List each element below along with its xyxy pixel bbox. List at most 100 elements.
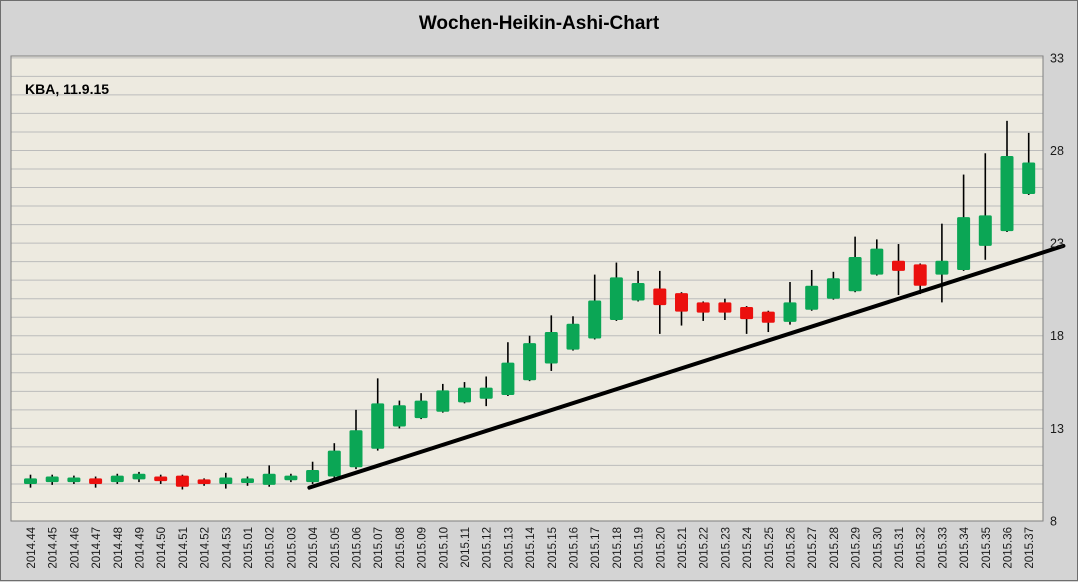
x-tick-label: 2015.05 [330,527,342,569]
ticker-annotation: KBA, 11.9.15 [25,81,110,97]
candle-body-down [89,478,103,484]
candle-2015.34 [957,174,971,271]
candle-2014.45 [45,474,59,485]
x-tick-label: 2015.25 [764,527,776,569]
candle-body-up [262,473,276,485]
candle-2015.23 [718,298,732,320]
candle-2015.03 [284,473,298,483]
x-tick-label: 2015.30 [872,527,884,569]
x-tick-label: 2015.34 [959,526,971,568]
candle-2014.47 [89,476,103,488]
candle-2015.04 [306,461,320,484]
y-tick-label: 18 [1050,329,1064,343]
candle-body-down [653,288,667,306]
candle-body-up [783,302,797,322]
candle-2015.22 [696,301,710,321]
candle-body-up [414,400,428,419]
support-trendline [307,243,1066,490]
candle-body-up [957,217,971,270]
candle-2015.19 [631,270,645,302]
x-tick-label: 2015.07 [373,527,385,569]
candle-body-down [761,311,775,323]
candle-2014.52 [197,478,211,486]
y-tick-label: 13 [1050,422,1064,436]
candle-body-down [675,293,688,312]
candle-2015.33 [935,223,949,303]
x-tick-label: 2014.46 [69,527,81,569]
candle-body-up [523,343,537,381]
candle-2015.08 [392,400,406,429]
y-tick-label: 28 [1050,144,1064,158]
candle-body-up [501,362,515,396]
x-tick-label: 2015.29 [851,527,863,569]
candle-2015.15 [544,315,558,371]
x-tick-label: 2015.21 [677,527,689,569]
candle-body-up [241,478,254,484]
candle-body-up [805,285,819,310]
candle-2015.29 [848,236,862,293]
x-tick-label: 2015.18 [612,527,624,569]
candle-body-down [892,260,905,271]
candle-body-up [870,248,884,275]
x-tick-label: 2015.02 [265,527,277,569]
candle-body-up [1022,162,1036,195]
x-tick-label: 2015.19 [634,527,646,569]
x-tick-label: 2015.17 [590,527,602,569]
x-tick-label: 2014.47 [91,527,103,569]
candle-2015.20 [653,270,667,334]
x-tick-label: 2015.06 [352,527,364,569]
candles-group [24,120,1036,490]
candle-body-up [284,475,298,481]
x-tick-label: 2015.12 [482,527,494,569]
candle-body-up [392,405,406,427]
x-tick-label: 2015.14 [525,526,537,568]
candle-2014.53 [219,472,233,489]
x-tick-label: 2015.23 [720,527,732,569]
candle-2014.50 [154,474,168,484]
candle-body-down [696,302,710,313]
x-tick-label: 2015.36 [1003,527,1015,569]
candle-2014.49 [132,471,146,483]
x-tick-label: 2015.03 [286,527,298,569]
x-tick-label: 2015.01 [243,527,255,569]
candle-2015.13 [501,342,515,396]
x-tick-label: 2014.49 [135,527,147,569]
candle-body-down [197,479,211,484]
plot-area [11,56,1043,521]
y-tick-label: 33 [1050,51,1064,65]
x-tick-label: 2015.11 [460,527,472,568]
candle-2015.25 [761,310,775,333]
candle-body-up [306,470,320,483]
x-tick-label: 2015.28 [829,527,841,569]
x-tick-label: 2015.15 [547,527,559,569]
x-tick-label: 2014.44 [26,526,38,568]
candle-2015.14 [523,335,537,382]
candle-2015.01 [241,476,254,486]
candle-body-up [349,430,363,468]
candle-2015.36 [1000,120,1014,232]
candle-body-down [740,307,754,320]
candle-2015.10 [436,383,450,413]
candle-2015.02 [262,465,276,487]
candle-body-up [848,257,862,292]
plot-border [10,55,1044,522]
candle-2015.30 [870,239,884,276]
candle-body-down [913,264,927,286]
x-tick-label: 2015.24 [742,526,754,568]
x-tick-label: 2015.35 [981,527,993,569]
candle-body-up [935,260,949,275]
x-tick-label: 2014.52 [200,527,212,569]
candle-body-up [327,450,341,477]
gridlines [11,57,1043,503]
candle-body-down [154,476,168,482]
candle-2014.48 [110,473,124,484]
x-tick-label: 2014.50 [156,527,168,569]
y-tick-label: 23 [1050,237,1064,251]
x-tick-label: 2015.08 [395,527,407,569]
candle-body-up [566,323,580,350]
candle-body-up [479,387,493,399]
x-tick-label: 2015.26 [786,527,798,569]
candle-2015.05 [327,443,341,479]
